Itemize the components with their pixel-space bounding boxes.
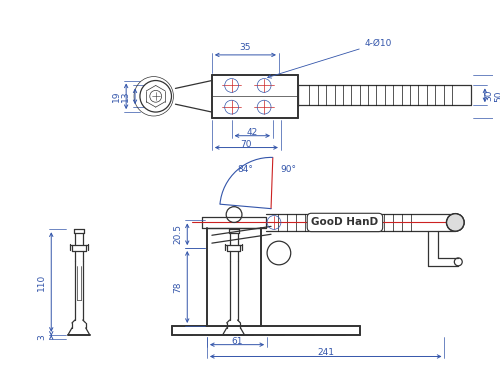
Text: 50: 50 xyxy=(494,90,500,102)
Text: 20.5: 20.5 xyxy=(174,224,182,244)
Text: 241: 241 xyxy=(317,348,334,358)
Text: 30: 30 xyxy=(485,90,494,101)
Text: 70: 70 xyxy=(240,139,252,149)
Text: 110: 110 xyxy=(38,273,46,291)
Text: 19: 19 xyxy=(112,90,121,102)
Text: 4-Ø10: 4-Ø10 xyxy=(268,39,392,78)
Text: 78: 78 xyxy=(174,281,182,293)
Text: 3: 3 xyxy=(38,334,46,339)
Text: 90°: 90° xyxy=(281,165,297,174)
Text: 13: 13 xyxy=(121,90,130,102)
Text: 61: 61 xyxy=(232,337,243,346)
Text: GooD HanD: GooD HanD xyxy=(312,217,378,227)
Text: 84°: 84° xyxy=(238,165,254,174)
Text: 35: 35 xyxy=(240,43,251,52)
Circle shape xyxy=(446,214,464,231)
Text: 42: 42 xyxy=(246,128,258,137)
